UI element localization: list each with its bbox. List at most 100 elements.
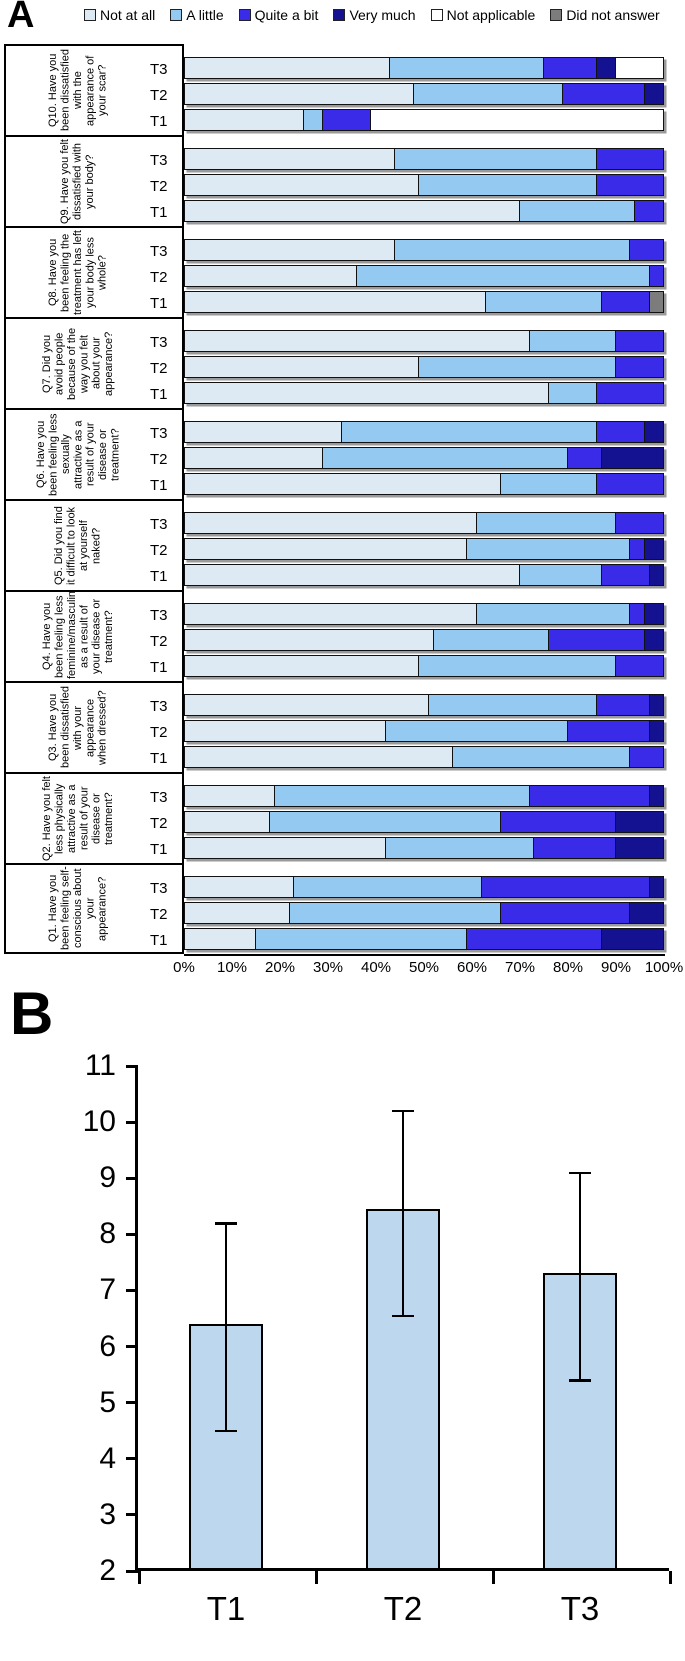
bar-segment-not-at-all bbox=[184, 629, 434, 651]
panel-b: B 2 3 4 5 6 7 8 9 10 11 T1 T2 T3 bbox=[0, 984, 685, 1661]
legend-item-label: Did not answer bbox=[566, 7, 660, 23]
bar-segment-not-at-all bbox=[184, 174, 420, 196]
question-text: Q9. Have you felt dissatisfied with your… bbox=[59, 139, 97, 224]
stacked-bar-q2-t3 bbox=[184, 785, 664, 807]
question-text: Q10. Have you been dissatisfied with the… bbox=[46, 49, 109, 132]
legend-item: A little bbox=[170, 7, 224, 23]
bar-segment-quite-a-bit bbox=[481, 876, 650, 898]
bar-segment-a-little bbox=[520, 200, 636, 222]
bar-segment-a-little bbox=[395, 148, 597, 170]
timepoint-label: T2 bbox=[150, 451, 168, 468]
bar-segment-quite-a-bit bbox=[615, 330, 664, 352]
bar-segment-a-little bbox=[395, 239, 631, 261]
timepoint-labels: T3 T2 T1 bbox=[150, 410, 182, 499]
stacked-bar-q4-t1 bbox=[184, 655, 664, 677]
legend-swatch-icon bbox=[170, 9, 183, 21]
bar-segment-very-much bbox=[601, 447, 664, 469]
question-label-box: Q6. Have you been feeling less sexually … bbox=[4, 408, 184, 499]
bar-segment-a-little bbox=[289, 902, 501, 924]
bar-segment-quite-a-bit bbox=[615, 356, 664, 378]
y-axis-tick bbox=[126, 1120, 138, 1124]
question-group-q8: Q8. Have you been feeling the treatment … bbox=[4, 226, 685, 317]
bar-segment-quite-a-bit bbox=[548, 629, 645, 651]
stacked-bar-q9-t1 bbox=[184, 200, 664, 222]
bar-segment-a-little bbox=[323, 447, 568, 469]
bar-segment-not-at-all bbox=[184, 148, 396, 170]
y-axis-tick-label: 11 bbox=[84, 1049, 116, 1082]
bar-segment-a-little bbox=[452, 746, 631, 768]
stacked-bar-q1-t1 bbox=[184, 928, 664, 950]
bar-segment-not-at-all bbox=[184, 109, 304, 131]
error-bar-cap-top bbox=[215, 1222, 237, 1225]
timepoint-label: T1 bbox=[150, 659, 168, 676]
stacked-bar-q4-t2 bbox=[184, 629, 664, 651]
question-group-q1: Q1. Have you been feeling self-conscious… bbox=[4, 863, 685, 954]
timepoint-label: T2 bbox=[150, 724, 168, 741]
stacked-bar-q9-t3 bbox=[184, 148, 664, 170]
bar-segment-quite-a-bit bbox=[596, 174, 664, 196]
bar-segment-very-much bbox=[644, 83, 664, 105]
y-axis-tick-label: 8 bbox=[99, 1217, 116, 1251]
timepoint-label: T3 bbox=[150, 61, 168, 78]
legend-item: Did not answer bbox=[550, 7, 660, 23]
timepoint-label: T2 bbox=[150, 633, 168, 650]
bar-segment-not-applicable bbox=[615, 57, 664, 79]
stacked-bar-q3-t1 bbox=[184, 746, 664, 768]
bar-segment-quite-a-bit bbox=[649, 265, 664, 287]
panel-a-x-axis-line bbox=[184, 954, 665, 956]
bar-segment-very-much bbox=[644, 538, 664, 560]
stacked-bar-q5-t1 bbox=[184, 564, 664, 586]
timepoint-label: T2 bbox=[150, 178, 168, 195]
bar-segment-not-at-all bbox=[184, 603, 477, 625]
stacked-bar-q3-t3 bbox=[184, 694, 664, 716]
bar-segment-a-little bbox=[467, 538, 631, 560]
bar-segment-not-at-all bbox=[184, 200, 520, 222]
timepoint-label: T1 bbox=[150, 204, 168, 221]
timepoint-labels: T3 T2 T1 bbox=[150, 865, 182, 952]
bar-segment-not-at-all bbox=[184, 655, 420, 677]
bar-segment-very-much bbox=[644, 603, 664, 625]
bar-segment-not-at-all bbox=[184, 902, 290, 924]
bar-segment-a-little bbox=[419, 655, 616, 677]
x-axis-tick bbox=[669, 1571, 672, 1584]
question-group-q5: Q5. Did you find it difficult to look at… bbox=[4, 499, 685, 590]
bar-segment-not-at-all bbox=[184, 694, 429, 716]
bar-segment-quite-a-bit bbox=[500, 902, 631, 924]
bar-segment-very-much bbox=[649, 694, 664, 716]
bar-segment-quite-a-bit bbox=[596, 421, 645, 443]
bar-segment-a-little bbox=[294, 876, 482, 898]
question-text: Q2. Have you felt less physically attrac… bbox=[40, 776, 115, 861]
x-axis-category-label: T2 bbox=[383, 1590, 423, 1627]
question-label-box: Q2. Have you felt less physically attrac… bbox=[4, 772, 184, 863]
question-group-q9: Q9. Have you felt dissatisfied with your… bbox=[4, 135, 685, 226]
y-axis-tick bbox=[126, 1457, 138, 1461]
bar-segment-very-much bbox=[596, 57, 616, 79]
x-axis-tick-label: 20% bbox=[264, 959, 296, 976]
y-axis-tick-label: 10 bbox=[82, 1105, 116, 1139]
legend-swatch-icon bbox=[550, 9, 563, 21]
x-axis-tick-label: 80% bbox=[552, 959, 584, 976]
timepoint-label: T1 bbox=[150, 113, 168, 130]
legend-item-label: Very much bbox=[349, 7, 416, 23]
y-axis-tick bbox=[126, 1401, 138, 1405]
x-axis-tick bbox=[492, 1571, 495, 1584]
bar-segment-quite-a-bit bbox=[596, 148, 664, 170]
bar-segment-very-much bbox=[649, 564, 664, 586]
stacked-bar-q10-t3 bbox=[184, 57, 664, 79]
question-group-q7: Q7. Did you avoid people because of the … bbox=[4, 317, 685, 408]
question-group-q10: Q10. Have you been dissatisfied with the… bbox=[4, 44, 685, 135]
question-text: Q1. Have you been feeling self-conscious… bbox=[46, 866, 109, 951]
stacked-bar-q3-t2 bbox=[184, 720, 664, 742]
question-text-wrap: Q7. Did you avoid people because of the … bbox=[6, 319, 150, 408]
question-label-box: Q9. Have you felt dissatisfied with your… bbox=[4, 135, 184, 226]
bar-segment-not-at-all bbox=[184, 57, 391, 79]
timepoint-label: T1 bbox=[150, 750, 168, 767]
error-bar-line bbox=[401, 1110, 405, 1316]
stacked-bar-q2-t1 bbox=[184, 837, 664, 859]
timepoint-label: T3 bbox=[150, 698, 168, 715]
bar-segment-a-little bbox=[356, 265, 650, 287]
bar-segment-very-much bbox=[644, 629, 664, 651]
bar-segment-quite-a-bit bbox=[534, 837, 616, 859]
bar-segment-not-at-all bbox=[184, 265, 357, 287]
x-axis-tick bbox=[138, 1571, 141, 1584]
